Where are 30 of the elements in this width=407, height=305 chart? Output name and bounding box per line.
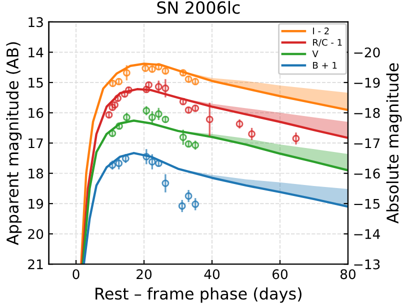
y2-tick-label: −17	[354, 138, 380, 148]
x-tick-label: 0	[72, 269, 80, 280]
y-tick-label: 16	[28, 108, 44, 118]
y2-tick-label: −16	[354, 168, 380, 179]
y-tick-label: 14	[28, 48, 44, 58]
x-tick-label: 20	[136, 269, 152, 280]
y-tick-label: 13	[28, 17, 43, 28]
x-tick-label: 80	[340, 269, 356, 280]
legend-label: V	[312, 50, 318, 58]
y-axis-title: Apparent magnitude (AB)	[6, 42, 22, 246]
y2-tick-label: −20	[354, 47, 380, 58]
y-tick-label: 17	[28, 138, 43, 148]
x-axis-title: Rest – frame phase (days)	[96, 287, 302, 303]
chart-title: SN 2006lc	[157, 0, 240, 14]
y2-axis-title: Absolute magnitude	[386, 63, 402, 224]
x-tick-label: 60	[272, 269, 288, 280]
legend-label: I - 2	[313, 28, 329, 34]
y2-tick-label: −13	[354, 259, 380, 270]
y-tick-label: 21	[28, 259, 43, 270]
y-tick-label: 19	[28, 198, 44, 209]
legend-label: R/C - 1	[313, 38, 342, 47]
y2-tick-label: −14	[354, 229, 380, 239]
y-tick-label: 18	[28, 168, 44, 179]
legend-label: B + 1	[313, 62, 337, 69]
y-tick-label: 15	[28, 78, 43, 88]
y2-tick-label: −15	[354, 198, 380, 209]
y-tick-label: 20	[28, 229, 44, 240]
x-tick-label: 40	[204, 269, 220, 280]
y2-tick-label: −18	[354, 108, 380, 118]
y2-tick-label: −19	[354, 78, 380, 88]
